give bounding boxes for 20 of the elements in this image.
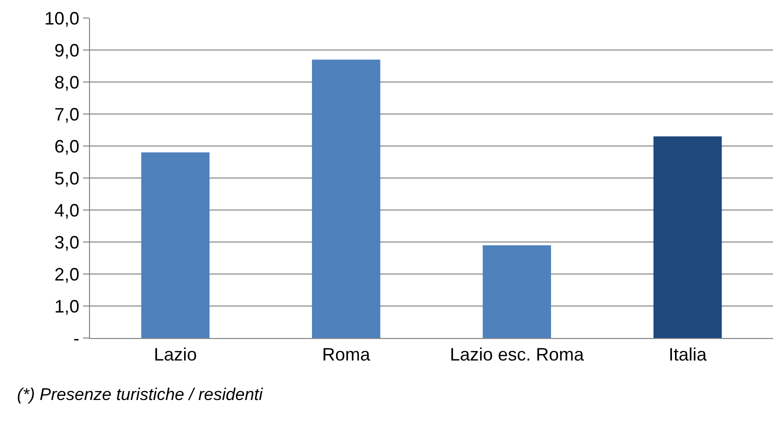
y-tick-label: - — [73, 328, 80, 348]
text: (*) Presenze turistiche / residenti — [17, 385, 264, 404]
y-tick-label: 2,0 — [54, 264, 80, 284]
y-tick-label: 1,0 — [54, 296, 80, 316]
x-tick-label: Roma — [322, 344, 372, 365]
bar — [653, 136, 722, 338]
x-tick-label: Lazio — [154, 344, 197, 365]
y-tick-label: 4,0 — [54, 200, 80, 220]
y-tick-label: 10,0 — [44, 8, 80, 28]
y-tick-label: 5,0 — [54, 168, 80, 188]
bar — [482, 245, 552, 338]
bar — [312, 60, 380, 338]
y-tick-label: 7,0 — [54, 104, 80, 124]
x-tick-label: Italia — [668, 344, 708, 365]
y-tick-label: 6,0 — [54, 136, 80, 156]
y-tick-label: 3,0 — [54, 232, 80, 252]
bar — [141, 152, 210, 338]
x-tick-label: Lazio esc. Roma — [450, 344, 585, 365]
y-tick-label: 8,0 — [54, 72, 80, 92]
y-tick-label: 9,0 — [54, 40, 80, 60]
